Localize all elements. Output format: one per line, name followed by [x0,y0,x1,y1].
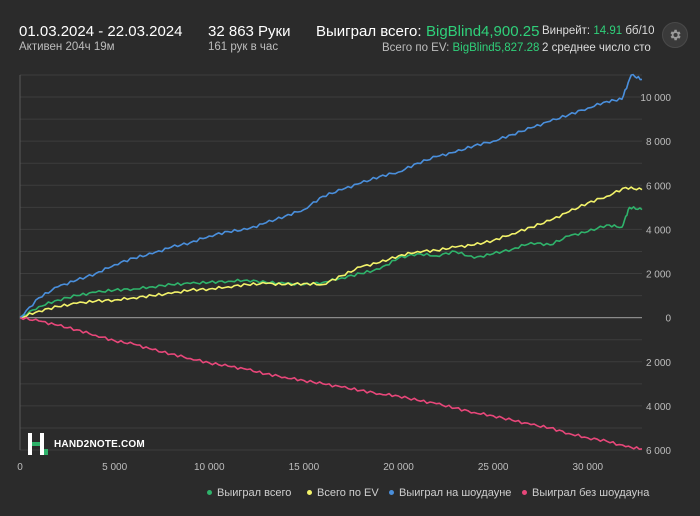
x-tick-label: 20 000 [383,462,414,473]
logo-text: HAND2NOTE.COM [54,438,145,450]
legend-non-showdown[interactable]: Выиграл без шоудауна [522,487,649,499]
gear-icon [670,29,681,41]
ev-total-label: Всего по EV: [382,42,450,54]
settings-button[interactable] [662,22,688,48]
x-tick-label: 0 [17,462,23,473]
winrate: Винрейт: 14.91 бб/10 [542,25,654,37]
legend-ev-total[interactable]: Всего по EV [307,487,379,499]
y-tick-label: 4 000 [646,402,671,413]
y-tick-label: 6 000 [646,181,671,192]
y-tick-label: 4 000 [646,225,671,236]
legend-ev-total-label: Всего по EV [317,487,379,499]
legend-ev-total-marker [307,489,312,495]
x-tick-label: 5 000 [102,462,127,473]
x-tick-label: 25 000 [478,462,509,473]
hand2note-logo: HAND2NOTE.COM [28,433,145,455]
legend-showdown[interactable]: Выиграл на шоудауне [389,487,511,499]
winrate-unit: бб/10 [625,25,654,37]
header: 01.03.2024 - 22.03.2024 Активен 204ч 19м… [0,0,700,60]
legend-non-showdown-label: Выиграл без шоудауна [532,487,650,499]
series-showdown [19,73,643,319]
legend-won-total[interactable]: Выиграл всего [207,487,291,499]
legend-won-total-label: Выиграл всего [217,487,292,499]
x-tick-label: 30 000 [573,462,604,473]
x-axis: 0 5 000 10 000 15 000 20 000 25 000 30 000 [17,462,603,473]
series-ev-total [19,186,643,319]
x-tick-label: 10 000 [194,462,225,473]
series-won-total [19,206,643,319]
legend-won-total-marker [207,489,212,495]
y-tick-label: 2 000 [646,270,671,281]
hands-count: 32 863 Руки [208,23,291,40]
y-tick-label: 6 000 [646,446,671,457]
won-total-value: BigBlind4,900.25 [426,23,540,40]
legend-showdown-marker [389,489,394,495]
y-tick-label: 10 000 [640,93,671,104]
series-lines [19,73,643,451]
legend-non-showdown-marker [522,489,527,495]
y-axis: 6 000 4 000 2 000 0 2 000 4 000 6 000 8 000 10 0… [640,93,671,457]
ev-total-value: BigBlind5,827.28 [452,42,540,54]
x-tick-label: 15 000 [289,462,320,473]
ev-total-summary: Всего по EV: BigBlind5,827.28 [382,42,539,54]
won-total-summary: Выиграл всего: BigBlind4,900.25 [316,23,539,41]
winrate-label: Винрейт: [542,25,591,37]
y-tick-label: 0 [665,314,671,325]
date-range: 01.03.2024 - 22.03.2024 [19,23,183,40]
y-tick-label: 2 000 [646,358,671,369]
y-tick-label: 8 000 [646,137,671,148]
hands-per-hour: 161 рук в час [208,41,279,53]
winrate-value: 14.91 [593,25,623,37]
hand2note-logo-mark [28,433,48,455]
active-time: Активен 204ч 19м [19,41,115,53]
won-total-label: Выиграл всего: [316,23,422,40]
avg-stat: 2 среднее число сто [542,42,651,54]
grid [19,74,642,451]
series-non-showdown [19,316,643,451]
legend-showdown-label: Выиграл на шоудауне [399,487,512,499]
